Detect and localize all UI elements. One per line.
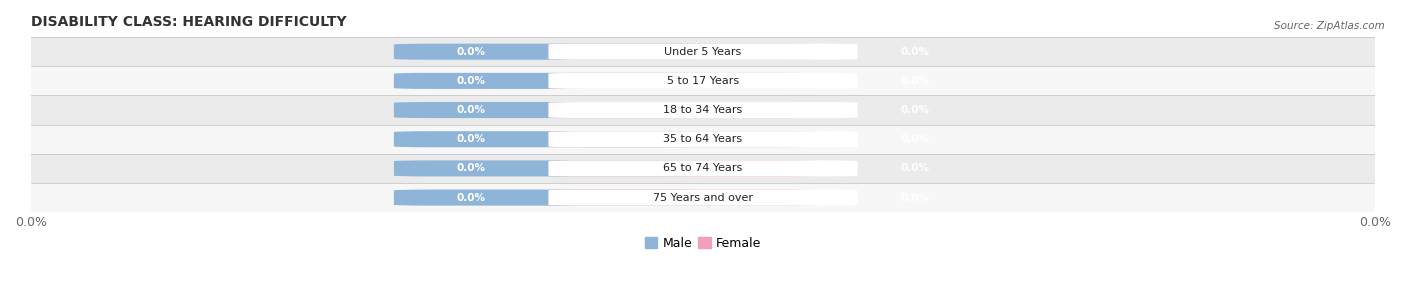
- FancyBboxPatch shape: [394, 73, 703, 89]
- Text: 0.0%: 0.0%: [900, 105, 929, 115]
- Bar: [31, 95, 1375, 125]
- Bar: [31, 125, 1375, 154]
- FancyBboxPatch shape: [548, 73, 858, 89]
- FancyBboxPatch shape: [548, 44, 858, 60]
- Text: 0.0%: 0.0%: [457, 192, 485, 203]
- Text: Under 5 Years: Under 5 Years: [665, 47, 741, 57]
- FancyBboxPatch shape: [548, 44, 817, 60]
- Text: 5 to 17 Years: 5 to 17 Years: [666, 76, 740, 86]
- Text: 0.0%: 0.0%: [457, 47, 485, 57]
- FancyBboxPatch shape: [548, 131, 858, 147]
- FancyBboxPatch shape: [548, 190, 858, 206]
- Text: 0.0%: 0.0%: [900, 192, 929, 203]
- Bar: [31, 37, 1375, 66]
- Bar: [31, 154, 1375, 183]
- FancyBboxPatch shape: [548, 131, 817, 147]
- Text: 18 to 34 Years: 18 to 34 Years: [664, 105, 742, 115]
- Text: Source: ZipAtlas.com: Source: ZipAtlas.com: [1274, 21, 1385, 31]
- Text: 0.0%: 0.0%: [900, 76, 929, 86]
- FancyBboxPatch shape: [548, 73, 817, 89]
- FancyBboxPatch shape: [548, 102, 817, 118]
- Bar: [31, 183, 1375, 212]
- Text: 0.0%: 0.0%: [457, 134, 485, 144]
- FancyBboxPatch shape: [548, 160, 858, 177]
- Text: 0.0%: 0.0%: [457, 163, 485, 174]
- FancyBboxPatch shape: [394, 131, 703, 147]
- Text: 0.0%: 0.0%: [900, 47, 929, 57]
- Text: 0.0%: 0.0%: [900, 163, 929, 174]
- Text: 75 Years and over: 75 Years and over: [652, 192, 754, 203]
- FancyBboxPatch shape: [394, 102, 703, 118]
- FancyBboxPatch shape: [548, 102, 858, 118]
- Text: 0.0%: 0.0%: [457, 105, 485, 115]
- FancyBboxPatch shape: [548, 160, 817, 177]
- Legend: Male, Female: Male, Female: [640, 232, 766, 255]
- Text: 65 to 74 Years: 65 to 74 Years: [664, 163, 742, 174]
- Text: 0.0%: 0.0%: [900, 134, 929, 144]
- Bar: [31, 66, 1375, 95]
- FancyBboxPatch shape: [548, 190, 817, 206]
- Text: DISABILITY CLASS: HEARING DIFFICULTY: DISABILITY CLASS: HEARING DIFFICULTY: [31, 15, 347, 29]
- FancyBboxPatch shape: [394, 190, 703, 206]
- FancyBboxPatch shape: [394, 44, 703, 60]
- Text: 0.0%: 0.0%: [457, 76, 485, 86]
- FancyBboxPatch shape: [394, 160, 703, 177]
- Text: 35 to 64 Years: 35 to 64 Years: [664, 134, 742, 144]
